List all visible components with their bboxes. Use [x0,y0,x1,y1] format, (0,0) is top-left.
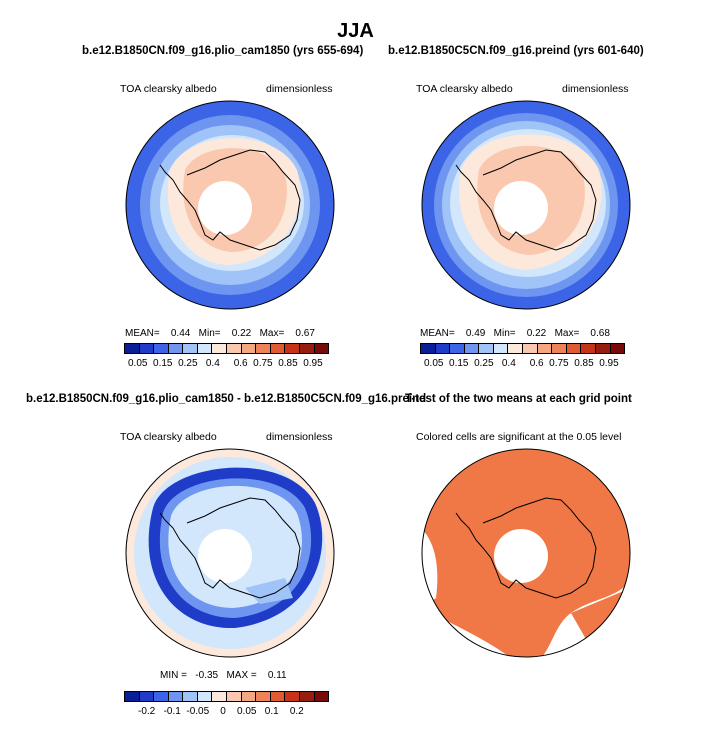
panel2-map [421,100,631,310]
colorbar-swatch-6 [212,692,228,701]
significant-region-2 [571,588,630,648]
panel3-colorbar-labels: -0.2 -0.1 -0.05 0 0.05 0.1 0.2 [138,706,304,717]
colorbar-swatch-12 [299,344,315,353]
panel3-variable: TOA clearsky albedo [120,431,217,443]
colorbar-swatch-2 [154,344,169,353]
colorbar-swatch-11 [581,344,596,353]
colorbar-swatch-3 [168,692,184,701]
colorbar-swatch-4 [479,344,494,353]
colorbar-swatch-8 [241,344,257,353]
figure-title: JJA [337,20,374,42]
panel1-stats: MEAN= 0.44 Min= 0.22 Max= 0.67 [125,328,315,339]
colorbar-swatch-2 [450,344,465,353]
colorbar-swatch-1 [435,344,451,353]
panel2-colorbar [420,343,625,354]
panel3-min: -0.35 [195,670,219,681]
panel1-map [125,100,335,310]
panel1-max-label: Max= [259,328,285,339]
colorbar-swatch-5 [197,692,213,701]
colorbar-swatch-10 [270,692,286,701]
antarctica-coastline [159,497,301,599]
polar-hole [494,529,548,583]
panel2-mean-label: MEAN= [420,328,455,339]
panel2-mean: 0.49 [465,328,486,339]
colorbar-swatch-1 [139,692,155,701]
colorbar-swatch-0 [421,344,436,353]
panel2-variable: TOA clearsky albedo [416,83,513,95]
colorbar-swatch-4 [183,344,198,353]
panel1-min: 0.22 [231,328,252,339]
polar-hole [198,181,252,235]
colorbar-swatch-2 [154,692,169,701]
colorbar-swatch-8 [241,692,257,701]
map-border [421,448,631,658]
colorbar-swatch-6 [212,344,228,353]
panel1-units: dimensionless [266,83,333,95]
colorbar-swatch-4 [183,692,198,701]
colorbar-swatch-11 [285,692,300,701]
colorbar-swatch-10 [566,344,582,353]
panel2-max-label: Max= [554,328,580,339]
colorbar-swatch-13 [314,344,329,353]
map-border [125,100,335,310]
colorbar-swatch-12 [595,344,611,353]
colorbar-swatch-3 [168,344,184,353]
antarctica-coastline [455,149,597,251]
panel1-mean-label: MEAN= [125,328,160,339]
antarctica-coastline [159,149,301,251]
panel1-variable: TOA clearsky albedo [120,83,217,95]
colorbar-swatch-9 [256,344,271,353]
colorbar-swatch-13 [314,692,329,701]
colorbar-swatch-10 [270,344,286,353]
panel4-subtitle: Colored cells are significant at the 0.0… [416,431,622,443]
colorbar-swatch-6 [508,344,524,353]
colorbar-swatch-0 [125,344,140,353]
polar-hole [494,181,548,235]
panel1-colorbar [124,343,329,354]
panel1-title: b.e12.B1850CN.f09_g16.plio_cam1850 (yrs … [82,45,364,57]
panel2-colorbar-labels: 0.05 0.15 0.25 0.4 0.6 0.75 0.85 0.95 [424,358,619,369]
colorbar-swatch-5 [197,344,213,353]
colorbar-swatch-9 [552,344,567,353]
colorbar-swatch-7 [227,692,242,701]
panel2-units: dimensionless [562,83,629,95]
panel3-title: b.e12.B1850CN.f09_g16.plio_cam1850 - b.e… [26,393,427,405]
panel1-mean: 0.44 [170,328,191,339]
panel3-units: dimensionless [266,431,333,443]
colorbar-swatch-12 [299,692,315,701]
panel1-colorbar-labels: 0.05 0.15 0.25 0.4 0.6 0.75 0.85 0.95 [128,358,323,369]
panel3-map [125,448,335,658]
panel2-max: 0.68 [590,328,610,339]
panel2-min: 0.22 [526,328,547,339]
colorbar-swatch-13 [610,344,625,353]
panel3-min-label: MIN = [160,670,187,681]
colorbar-swatch-0 [125,692,140,701]
panel3-stats: MIN = -0.35 MAX = 0.11 [160,670,287,681]
map-border [125,448,335,658]
panel2-title: b.e12.B1850C5CN.f09_g16.preind (yrs 601-… [388,45,644,57]
panel1-max: 0.67 [295,328,315,339]
antarctica-coastline [455,497,597,599]
panel3-max-label: MAX = [226,670,257,681]
colorbar-swatch-8 [537,344,553,353]
panel2-stats: MEAN= 0.49 Min= 0.22 Max= 0.68 [420,328,610,339]
colorbar-swatch-11 [285,344,300,353]
colorbar-swatch-7 [523,344,538,353]
colorbar-swatch-7 [227,344,242,353]
panel1-min-label: Min= [198,328,221,339]
map-border [421,100,631,310]
colorbar-swatch-9 [256,692,271,701]
polar-hole [198,529,252,583]
panel3-colorbar [124,691,329,702]
panel2-min-label: Min= [493,328,516,339]
colorbar-swatch-5 [493,344,509,353]
panel4-map [421,448,631,658]
colorbar-swatch-1 [139,344,155,353]
colorbar-swatch-3 [464,344,480,353]
panel3-max: 0.11 [267,670,287,681]
panel4-title: T-test of the two means at each grid poi… [405,393,632,405]
